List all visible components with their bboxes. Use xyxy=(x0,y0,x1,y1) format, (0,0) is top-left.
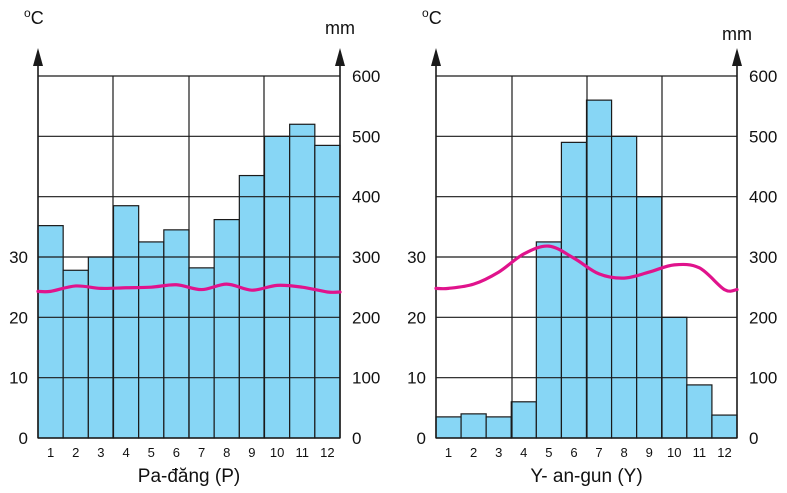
chart2-right-axis-arrow xyxy=(732,48,742,66)
chart2-right-tick-500: 500 xyxy=(749,127,777,146)
chart1-bar-9 xyxy=(238,174,266,439)
chart1-bar-6 xyxy=(163,229,190,439)
chart1-right-tick-300: 300 xyxy=(352,248,380,267)
chart1-x-tick-9: 9 xyxy=(248,445,255,460)
chart1-x-tick-10: 10 xyxy=(270,445,284,460)
chart1-bar-3 xyxy=(87,256,115,439)
chart2-x-tick-12: 12 xyxy=(717,445,731,460)
chart2-left-tick-20: 20 xyxy=(407,308,426,327)
chart1-right-tick-200: 200 xyxy=(352,308,380,327)
chart1-left-tick-20: 20 xyxy=(9,308,28,327)
chart1-right-axis-arrow xyxy=(335,48,345,66)
chart2-x-tick-2: 2 xyxy=(470,445,477,460)
chart2-x-tick-1: 1 xyxy=(445,445,452,460)
chart1-left-axis-arrow xyxy=(33,48,43,66)
chart1-right-tick-400: 400 xyxy=(352,188,380,207)
chart1-bar-4 xyxy=(112,205,140,439)
chart2-bar-6 xyxy=(560,141,588,439)
chart1-x-tick-3: 3 xyxy=(97,445,104,460)
chart1-right-tick-500: 500 xyxy=(352,127,380,146)
chart2-right-tick-600: 600 xyxy=(749,67,777,86)
chart1-bar-2 xyxy=(62,269,89,439)
chart2-x-tick-7: 7 xyxy=(595,445,602,460)
chart1-left-tick-30: 30 xyxy=(9,248,28,267)
chart1-right-tick-0: 0 xyxy=(352,429,361,448)
chart1-x-tick-7: 7 xyxy=(198,445,205,460)
chart1-ylabel-left: oC xyxy=(24,6,44,28)
chart2-right-tick-400: 400 xyxy=(749,188,777,207)
chart2-left-tick-0: 0 xyxy=(417,429,426,448)
chart1-x-tick-12: 12 xyxy=(320,445,334,460)
chart2-x-tick-3: 3 xyxy=(495,445,502,460)
chart2-right-tick-100: 100 xyxy=(749,369,777,388)
chart2-x-tick-6: 6 xyxy=(570,445,577,460)
chart1-bar-11 xyxy=(289,123,316,439)
chart2-title: Y- an-gun (Y) xyxy=(530,466,642,487)
chart1-temperature-line xyxy=(36,282,342,294)
chart2-x-tick-4: 4 xyxy=(520,445,527,460)
chart2-bar-12 xyxy=(711,414,738,439)
chart1-x-tick-6: 6 xyxy=(173,445,180,460)
chart2-bar-11 xyxy=(686,384,713,439)
chart2-x-tick-11: 11 xyxy=(693,445,707,460)
chart2-ylabel-right: mm xyxy=(722,24,752,44)
chart1-bar-8 xyxy=(213,218,240,439)
chart1-x-tick-5: 5 xyxy=(148,445,155,460)
chart1-bar-7 xyxy=(188,267,215,439)
chart2-bar-2 xyxy=(460,413,487,439)
chart2-bar-5 xyxy=(535,241,563,439)
chart2-bar-1 xyxy=(435,416,462,439)
chart1-x-tick-11: 11 xyxy=(296,445,310,460)
chart1-ylabel-right: mm xyxy=(325,18,355,38)
chart2-x-tick-8: 8 xyxy=(621,445,628,460)
chart1-bar-5 xyxy=(138,241,165,439)
chart2-left-axis-arrow xyxy=(431,48,441,66)
chart2-x-tick-5: 5 xyxy=(545,445,552,460)
chart2-x-tick-9: 9 xyxy=(646,445,653,460)
chart2-bar-3 xyxy=(485,416,512,439)
chart2-left-tick-10: 10 xyxy=(407,369,426,388)
chart1-title: Pa-đăng (P) xyxy=(138,466,240,487)
chart1-right-tick-600: 600 xyxy=(352,67,380,86)
chart2-ylabel-left: oC xyxy=(422,6,442,28)
chart1-x-tick-8: 8 xyxy=(223,445,230,460)
chart2-left-tick-30: 30 xyxy=(407,248,426,267)
chart1-x-tick-2: 2 xyxy=(72,445,79,460)
chart1-left-tick-0: 0 xyxy=(19,429,28,448)
chart2-right-tick-0: 0 xyxy=(749,429,758,448)
chart1-x-tick-1: 1 xyxy=(47,445,54,460)
chart2-x-tick-10: 10 xyxy=(667,445,681,460)
chart2-right-tick-300: 300 xyxy=(749,248,777,267)
chart1-x-tick-4: 4 xyxy=(122,445,129,460)
chart1-left-tick-10: 10 xyxy=(9,369,28,388)
chart2-bar-8 xyxy=(610,135,638,439)
chart2-temperature-line xyxy=(434,244,739,293)
chart1-right-tick-100: 100 xyxy=(352,369,380,388)
chart2-bar-4 xyxy=(510,401,537,439)
chart2-right-tick-200: 200 xyxy=(749,308,777,327)
